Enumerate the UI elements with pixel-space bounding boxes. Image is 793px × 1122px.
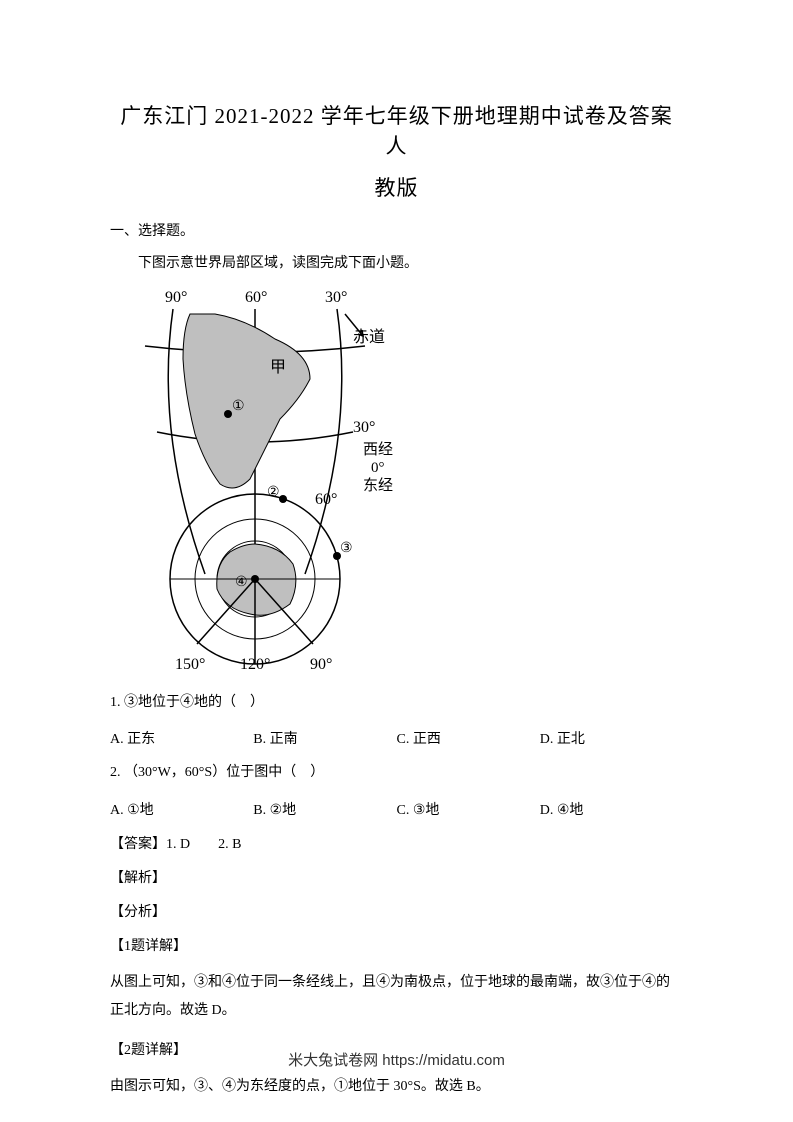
question-1-options: A. 正东 B. 正南 C. 正西 D. 正北 <box>110 728 683 748</box>
option-1d: D. 正北 <box>540 728 683 748</box>
question-2-text: 2. （30°W，60°S）位于图中（ ） <box>110 762 683 784</box>
option-1a: A. 正东 <box>110 728 253 748</box>
detail-1-header: 【1题详解】 <box>110 935 683 955</box>
detail-2-text: 由图示可知，③、④为东经度的点，①地位于 30°S。故选 B。 <box>110 1073 683 1101</box>
page-title-line1: 广东江门 2021-2022 学年七年级下册地理期中试卷及答案人 <box>110 100 683 160</box>
svg-text:甲: 甲 <box>270 359 286 376</box>
analysis-sub-label: 【分析】 <box>110 901 683 921</box>
svg-text:90°: 90° <box>165 289 187 306</box>
svg-text:30°: 30° <box>353 419 375 436</box>
option-2a: A. ①地 <box>110 799 253 819</box>
section-header: 一、选择题。 <box>110 220 683 240</box>
option-2d: D. ④地 <box>540 799 683 819</box>
answers-text: 【答案】1. D 2. B <box>110 833 683 853</box>
map-diagram: 90° 60° 30° 赤道 30° 甲 ① 60° ② <box>115 284 395 674</box>
svg-text:90°: 90° <box>310 656 332 673</box>
svg-text:0°: 0° <box>371 460 385 476</box>
question-2-options: A. ①地 B. ②地 C. ③地 D. ④地 <box>110 799 683 819</box>
detail-1-text: 从图上可知，③和④位于同一条经线上，且④为南极点，位于地球的最南端，故③位于④的… <box>110 969 683 1025</box>
svg-text:30°: 30° <box>325 289 347 306</box>
footer-text: 米大兔试卷网 https://midatu.com <box>0 1049 793 1070</box>
svg-text:东经: 东经 <box>363 477 393 494</box>
page-title-line2: 教版 <box>110 172 683 202</box>
svg-text:①: ① <box>232 399 245 414</box>
option-2c: C. ③地 <box>397 799 540 819</box>
svg-text:西经: 西经 <box>363 441 393 458</box>
svg-text:150°: 150° <box>175 656 205 673</box>
svg-text:④: ④ <box>235 575 248 590</box>
svg-text:120°: 120° <box>240 656 270 673</box>
svg-text:②: ② <box>267 485 280 500</box>
svg-text:60°: 60° <box>245 289 267 306</box>
instruction-text: 下图示意世界局部区域，读图完成下面小题。 <box>110 252 683 272</box>
option-1c: C. 正西 <box>397 728 540 748</box>
svg-text:60°: 60° <box>315 491 337 508</box>
option-1b: B. 正南 <box>253 728 396 748</box>
option-2b: B. ②地 <box>253 799 396 819</box>
analysis-label: 【解析】 <box>110 867 683 887</box>
svg-text:③: ③ <box>340 541 353 556</box>
question-1-text: 1. ③地位于④地的（ ） <box>110 692 683 714</box>
